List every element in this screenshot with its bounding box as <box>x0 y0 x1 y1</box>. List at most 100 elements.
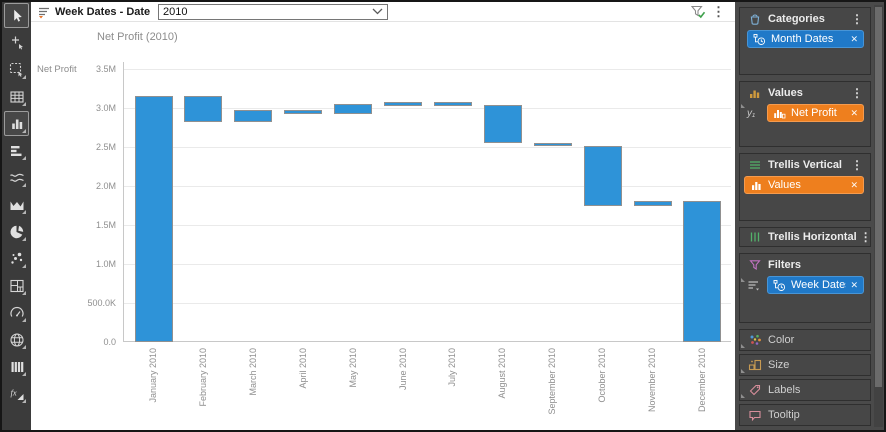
color-section[interactable]: Color <box>739 329 871 351</box>
lasso-select-icon <box>9 62 22 77</box>
scatter-plot-icon <box>10 252 22 264</box>
tool-treemap[interactable] <box>4 273 29 298</box>
chevron-down-icon <box>372 6 383 18</box>
remove-icon[interactable]: ✕ <box>850 107 858 118</box>
gridline <box>124 108 731 109</box>
tool-parallel-coordinates[interactable] <box>4 354 29 379</box>
x-axis-label: March 2010 <box>247 348 258 396</box>
chart-title: Net Profit (2010) <box>97 31 178 43</box>
waterfall-bar[interactable] <box>284 110 323 115</box>
x-axis-label: May 2010 <box>347 348 358 388</box>
line-chart-icon <box>9 173 24 182</box>
size-icon <box>747 358 762 373</box>
tool-bar-chart[interactable] <box>4 111 29 136</box>
tool-pie-chart[interactable] <box>4 219 29 244</box>
remove-icon[interactable]: ✕ <box>850 179 858 190</box>
tool-axis-marking[interactable] <box>4 30 29 55</box>
area-chart-icon <box>10 201 23 210</box>
axis-selector-mark <box>741 369 745 373</box>
waterfall-bar[interactable] <box>184 96 223 122</box>
datetime-hierarchy-icon <box>773 279 787 292</box>
tool-area-chart[interactable] <box>4 192 29 217</box>
remove-icon[interactable]: ✕ <box>850 33 858 44</box>
size-section[interactable]: Size <box>739 354 871 376</box>
pill-values[interactable]: Values ✕ <box>744 176 864 194</box>
tooltip-section[interactable]: Tooltip <box>739 404 871 426</box>
labels-section[interactable]: Labels <box>739 379 871 401</box>
tool-table[interactable] <box>4 84 29 109</box>
y-axis-tick-label: 0.0 <box>103 336 116 347</box>
scrollbar-thumb[interactable] <box>875 7 882 387</box>
tool-map[interactable] <box>4 327 29 352</box>
x-axis-label: July 2010 <box>447 348 458 387</box>
gauge-icon <box>9 306 24 317</box>
waterfall-bar[interactable] <box>234 110 273 123</box>
gridline <box>124 264 731 265</box>
properties-panel: Categories ⋮ Month Dates ✕ <box>735 2 884 430</box>
waterfall-bar[interactable] <box>433 101 472 106</box>
x-axis-label: February 2010 <box>197 348 208 407</box>
treemap-icon <box>9 279 24 292</box>
y-axis-tick-label: 2.0M <box>95 180 116 191</box>
pill-week-dates[interactable]: Week Dates ✕ <box>767 276 864 294</box>
waterfall-bar[interactable] <box>483 104 522 144</box>
x-axis-label: January 2010 <box>148 348 158 403</box>
y-axis-slot-label: y₁ <box>747 107 756 119</box>
section-title: Categories <box>768 12 825 25</box>
pill-month-dates[interactable]: Month Dates ✕ <box>747 30 864 48</box>
parallel-bars-icon <box>11 361 23 372</box>
axis-selector-mark <box>741 104 745 108</box>
section-title: Labels <box>768 384 801 396</box>
trellis-vertical-menu-icon[interactable]: ⋮ <box>851 157 863 172</box>
pill-label: Month Dates <box>771 33 834 45</box>
categories-menu-icon[interactable]: ⋮ <box>851 11 863 26</box>
waterfall-bar[interactable] <box>134 96 173 342</box>
tool-custom-expression[interactable]: fx <box>4 381 29 406</box>
panel-scrollbar[interactable] <box>874 5 883 427</box>
filter-applied-icon[interactable] <box>690 4 707 25</box>
axis-selector-mark <box>741 344 745 348</box>
trellis-horizontal-menu-icon[interactable]: ⋮ <box>859 230 872 244</box>
pie-chart-icon <box>9 225 23 238</box>
tool-scatter-plot[interactable] <box>4 246 29 271</box>
tool-pointer[interactable] <box>4 3 29 28</box>
y-axis-tick-label: 1.0M <box>95 258 116 269</box>
visualization-type-toolbar: fx <box>2 2 31 430</box>
year-filter-dropdown[interactable]: 2010 <box>158 4 388 20</box>
section-title: Size <box>768 359 790 371</box>
waterfall-bar[interactable] <box>583 145 622 207</box>
color-dots-icon <box>747 333 762 348</box>
tool-gauge[interactable] <box>4 300 29 325</box>
waterfall-chart: Net Profit (2010) Net Profit 3.5M 3.0M 2.5… <box>31 22 735 430</box>
tool-horizontal-bar-chart[interactable] <box>4 138 29 163</box>
axis-selector-mark <box>741 394 745 398</box>
values-menu-icon[interactable]: ⋮ <box>851 85 863 100</box>
remove-icon[interactable]: ✕ <box>850 279 858 290</box>
funnel-icon <box>747 257 762 272</box>
x-axis-label: October 2010 <box>597 348 608 403</box>
trellis-vertical-icon <box>747 157 762 172</box>
pill-net-profit[interactable]: Net Profit ✕ <box>767 104 864 122</box>
visualization-area: Week Dates - Date 2010 ⋮ Net Profit (201… <box>31 2 735 430</box>
pill-label: Values <box>768 179 801 191</box>
waterfall-bar[interactable] <box>334 104 373 115</box>
plot-area: 3.5M 3.0M 2.5M 2.0M 1.5M 1.0M 500.0K 0.0 January… <box>87 62 731 415</box>
tool-line-chart[interactable] <box>4 165 29 190</box>
x-axis-label: September 2010 <box>547 348 558 415</box>
datetime-hierarchy-icon <box>753 33 767 46</box>
viz-menu-kebab-icon[interactable]: ⋮ <box>712 4 725 19</box>
waterfall-bar[interactable] <box>384 101 422 106</box>
filters-section: Filters Week Date <box>739 253 871 323</box>
trellis-vertical-section: Trellis Vertical ⋮ Values ✕ <box>739 153 871 221</box>
section-title: Color <box>768 334 795 346</box>
gridline <box>124 225 731 226</box>
tool-lasso-marking[interactable] <box>4 57 29 82</box>
waterfall-bar[interactable] <box>683 200 722 342</box>
tooltip-bubble-icon <box>747 408 762 423</box>
waterfall-bar[interactable] <box>633 200 672 207</box>
y-axis-tick-label: 1.5M <box>95 219 116 230</box>
y-axis-tick-label: 500.0K <box>87 297 116 308</box>
waterfall-bar[interactable] <box>533 143 572 147</box>
categories-section: Categories ⋮ Month Dates ✕ <box>739 7 871 75</box>
